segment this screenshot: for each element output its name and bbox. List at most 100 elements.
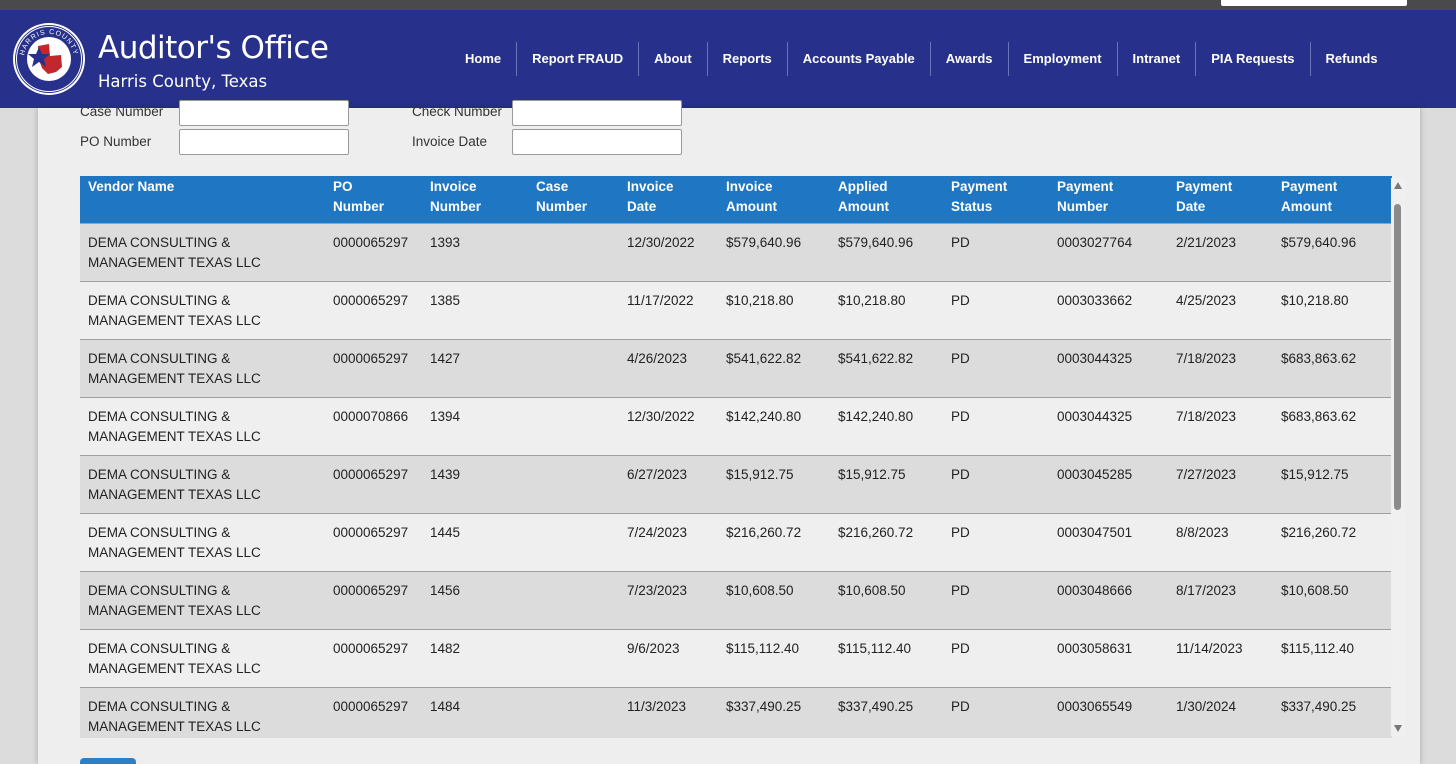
vendor-name-line: MANAGEMENT TEXAS LLC bbox=[88, 660, 261, 676]
table-row[interactable]: DEMA CONSULTING & MANAGEMENT TEXAS LLC 000… bbox=[80, 628, 1392, 687]
column-header-line: Case bbox=[536, 179, 569, 194]
cell-invoice-amount: $115,112.40 bbox=[718, 628, 830, 687]
cell-payment-amount: $216,260.72 bbox=[1273, 512, 1392, 571]
column-header-invoice-amount[interactable]: Invoice Amount bbox=[718, 176, 830, 223]
cell-vendor-name: DEMA CONSULTING & MANAGEMENT TEXAS LLC bbox=[80, 512, 325, 571]
cell-po-number: 0000065297 bbox=[325, 628, 422, 687]
cell-invoice-date: 4/26/2023 bbox=[619, 338, 718, 397]
cell-payment-number: 0003027764 bbox=[1049, 222, 1168, 281]
cell-applied-amount: $15,912.75 bbox=[830, 454, 943, 513]
nav-awards[interactable]: Awards bbox=[929, 42, 1008, 76]
results-table: Vendor Name PO Number Invoice Number Case Numb… bbox=[80, 176, 1392, 738]
vendor-name-line: MANAGEMENT TEXAS LLC bbox=[88, 428, 261, 444]
cell-invoice-number: 1439 bbox=[422, 454, 528, 513]
case-number-input[interactable] bbox=[179, 100, 349, 126]
cell-payment-status: PD bbox=[943, 454, 1049, 513]
table-scrollbar[interactable] bbox=[1391, 178, 1405, 736]
cell-payment-date: 7/18/2023 bbox=[1168, 396, 1273, 455]
cell-invoice-amount: $216,260.72 bbox=[718, 512, 830, 571]
table-row[interactable]: DEMA CONSULTING & MANAGEMENT TEXAS LLC 000… bbox=[80, 338, 1392, 397]
cell-vendor-name: DEMA CONSULTING & MANAGEMENT TEXAS LLC bbox=[80, 570, 325, 629]
table-row[interactable]: DEMA CONSULTING & MANAGEMENT TEXAS LLC 000… bbox=[80, 280, 1392, 339]
cell-invoice-number: 1456 bbox=[422, 570, 528, 629]
table-row[interactable]: DEMA CONSULTING & MANAGEMENT TEXAS LLC 000… bbox=[80, 454, 1392, 513]
table-body: DEMA CONSULTING & MANAGEMENT TEXAS LLC 000… bbox=[80, 222, 1392, 738]
nav-intranet[interactable]: Intranet bbox=[1116, 42, 1196, 76]
case-number-label: Case Number bbox=[80, 104, 164, 119]
bottom-action-button[interactable] bbox=[80, 758, 136, 764]
cell-vendor-name: DEMA CONSULTING & MANAGEMENT TEXAS LLC bbox=[80, 454, 325, 513]
cell-payment-status: PD bbox=[943, 396, 1049, 455]
vendor-name-line: DEMA CONSULTING & bbox=[88, 466, 231, 482]
nav-about[interactable]: About bbox=[638, 42, 707, 76]
cell-invoice-date: 7/24/2023 bbox=[619, 512, 718, 571]
cell-vendor-name: DEMA CONSULTING & MANAGEMENT TEXAS LLC bbox=[80, 396, 325, 455]
column-header-case-number[interactable]: Case Number bbox=[528, 176, 619, 223]
cell-vendor-name: DEMA CONSULTING & MANAGEMENT TEXAS LLC bbox=[80, 222, 325, 281]
cell-case-number bbox=[528, 338, 619, 397]
check-number-input[interactable] bbox=[512, 100, 682, 126]
cell-invoice-date: 6/27/2023 bbox=[619, 454, 718, 513]
cell-payment-date: 7/18/2023 bbox=[1168, 338, 1273, 397]
column-header-applied-amount[interactable]: Applied Amount bbox=[830, 176, 943, 223]
cell-invoice-amount: $10,218.80 bbox=[718, 280, 830, 339]
cell-payment-date: 8/17/2023 bbox=[1168, 570, 1273, 629]
browser-top-strip bbox=[0, 0, 1456, 10]
nav-reports[interactable]: Reports bbox=[706, 42, 787, 76]
column-header-invoice-number[interactable]: Invoice Number bbox=[422, 176, 528, 223]
harris-county-seal-icon[interactable]: HARRIS COUNTY TEXAS bbox=[12, 22, 86, 96]
site-title[interactable]: Auditor's Office bbox=[98, 30, 329, 66]
cell-invoice-date: 12/30/2022 bbox=[619, 396, 718, 455]
cell-payment-status: PD bbox=[943, 570, 1049, 629]
cell-payment-date: 4/25/2023 bbox=[1168, 280, 1273, 339]
table-row[interactable]: DEMA CONSULTING & MANAGEMENT TEXAS LLC 000… bbox=[80, 686, 1392, 738]
vendor-name-line: DEMA CONSULTING & bbox=[88, 350, 231, 366]
invoice-date-input[interactable] bbox=[512, 129, 682, 155]
cell-payment-date: 1/30/2024 bbox=[1168, 686, 1273, 738]
cell-payment-amount: $10,218.80 bbox=[1273, 280, 1392, 339]
cell-case-number bbox=[528, 628, 619, 687]
table-row[interactable]: DEMA CONSULTING & MANAGEMENT TEXAS LLC 000… bbox=[80, 512, 1392, 571]
cell-applied-amount: $541,622.82 bbox=[830, 338, 943, 397]
cell-payment-date: 2/21/2023 bbox=[1168, 222, 1273, 281]
nav-report-fraud[interactable]: Report FRAUD bbox=[516, 42, 638, 76]
cell-payment-number: 0003033662 bbox=[1049, 280, 1168, 339]
cell-case-number bbox=[528, 396, 619, 455]
po-number-input[interactable] bbox=[179, 129, 349, 155]
vendor-name-line: DEMA CONSULTING & bbox=[88, 524, 231, 540]
cell-applied-amount: $337,490.25 bbox=[830, 686, 943, 738]
nav-home[interactable]: Home bbox=[465, 51, 502, 66]
nav-pia-requests[interactable]: PIA Requests bbox=[1195, 42, 1309, 76]
column-header-line: Amount bbox=[726, 199, 777, 214]
table-row[interactable]: DEMA CONSULTING & MANAGEMENT TEXAS LLC 000… bbox=[80, 222, 1392, 281]
nav-refunds[interactable]: Refunds bbox=[1309, 42, 1393, 76]
scroll-up-arrow-icon[interactable] bbox=[1394, 182, 1402, 189]
cell-invoice-date: 7/23/2023 bbox=[619, 570, 718, 629]
scroll-down-arrow-icon[interactable] bbox=[1394, 725, 1402, 732]
cell-invoice-amount: $337,490.25 bbox=[718, 686, 830, 738]
scroll-thumb[interactable] bbox=[1394, 204, 1401, 510]
column-header-po-number[interactable]: PO Number bbox=[325, 176, 422, 223]
cell-applied-amount: $115,112.40 bbox=[830, 628, 943, 687]
column-header-payment-number[interactable]: Payment Number bbox=[1049, 176, 1168, 223]
column-header-payment-amount[interactable]: Payment Amount bbox=[1273, 176, 1392, 223]
cell-applied-amount: $10,218.80 bbox=[830, 280, 943, 339]
column-header-vendor-name[interactable]: Vendor Name bbox=[80, 176, 325, 223]
nav-accounts-payable[interactable]: Accounts Payable bbox=[786, 42, 930, 76]
cell-invoice-date: 9/6/2023 bbox=[619, 628, 718, 687]
vendor-name-line: MANAGEMENT TEXAS LLC bbox=[88, 602, 261, 618]
column-header-invoice-date[interactable]: Invoice Date bbox=[619, 176, 718, 223]
column-header-payment-date[interactable]: Payment Date bbox=[1168, 176, 1273, 223]
top-search-box[interactable] bbox=[1221, 0, 1407, 6]
table-row[interactable]: DEMA CONSULTING & MANAGEMENT TEXAS LLC 000… bbox=[80, 396, 1392, 455]
cell-payment-status: PD bbox=[943, 338, 1049, 397]
results-grid: Vendor Name PO Number Invoice Number Case Numb… bbox=[80, 176, 1408, 738]
cell-invoice-number: 1394 bbox=[422, 396, 528, 455]
column-header-line: Status bbox=[951, 199, 993, 214]
search-results-panel: Case Number Check Number PO Number Invoi… bbox=[38, 100, 1420, 764]
column-header-payment-status[interactable]: Payment Status bbox=[943, 176, 1049, 223]
column-header-line: Invoice bbox=[430, 179, 477, 194]
nav-employment[interactable]: Employment bbox=[1007, 42, 1117, 76]
table-row[interactable]: DEMA CONSULTING & MANAGEMENT TEXAS LLC 000… bbox=[80, 570, 1392, 629]
vendor-name-line: MANAGEMENT TEXAS LLC bbox=[88, 370, 261, 386]
